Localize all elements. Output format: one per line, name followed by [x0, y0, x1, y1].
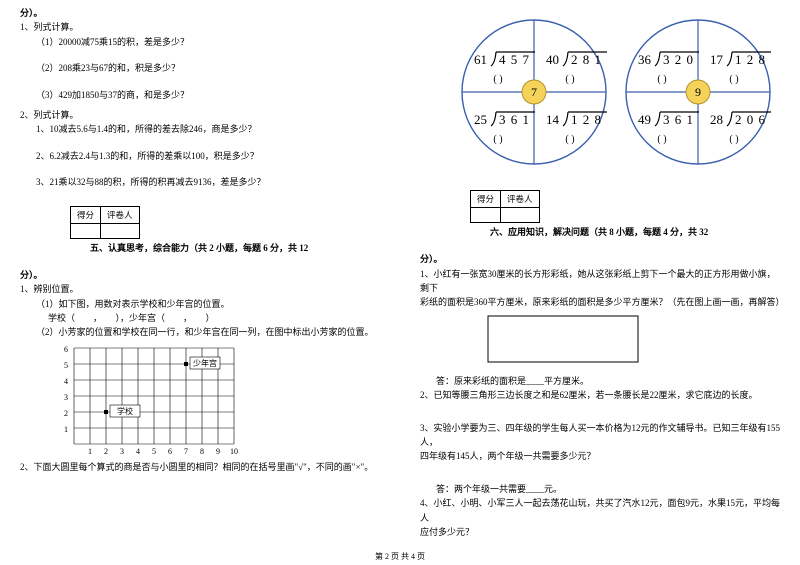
p1-head: 1、辨别位置。 — [20, 282, 382, 296]
svg-text:61: 61 — [474, 52, 487, 67]
r4-a: 4、小红、小明、小军三人一起去荡花山玩，共买了汽水12元，面包9元，水果15元，… — [420, 496, 782, 525]
q1-head: 1、列式计算。 — [20, 20, 382, 34]
svg-text:1: 1 — [88, 447, 92, 454]
svg-text:( ): ( ) — [493, 74, 502, 85]
svg-text:( ): ( ) — [565, 74, 574, 85]
score-box-5: 得分 评卷人 — [70, 206, 382, 239]
q2-3: 3、21乘以32与88的积，所得的积再减去9136，差是多少？ — [20, 175, 382, 189]
r3-ans: 答：两个年级一共需要____元。 — [420, 482, 782, 496]
svg-text:1: 1 — [64, 425, 68, 434]
svg-text:5: 5 — [64, 361, 68, 370]
svg-text:1 2 8: 1 2 8 — [735, 52, 766, 67]
svg-text:4 5 7: 4 5 7 — [499, 52, 530, 67]
page-footer: 第 2 页 共 4 页 — [0, 551, 800, 562]
svg-text:28: 28 — [710, 112, 723, 127]
section-5-title: 五、认真思考，综合能力（共 2 小题，每题 6 分，共 12 — [20, 241, 382, 256]
division-circles: 7 61 4 5 7 ( ) 40 2 8 1 ( ) 25 3 6 1 ( ) 14 1 2 8 ( … — [420, 6, 782, 186]
r1-ans: 答：原来彩纸的面积是____平方厘米。 — [420, 374, 782, 388]
r4-b: 应付多少元？ — [420, 525, 782, 539]
p1-1b: 学校（ ， ），少年宫（ ， ） — [20, 311, 382, 325]
q1-2: （2）208乘23与67的和，积是多少？ — [20, 61, 382, 75]
svg-text:学校: 学校 — [117, 406, 133, 416]
left-column: 分）。 1、列式计算。 （1）20000减75乘15的积，差是多少？ （2）20… — [0, 0, 400, 565]
svg-text:3: 3 — [64, 393, 68, 402]
rectangle-figure — [486, 314, 782, 368]
svg-text:5: 5 — [152, 447, 156, 454]
svg-text:2: 2 — [104, 447, 108, 454]
right-column: 7 61 4 5 7 ( ) 40 2 8 1 ( ) 25 3 6 1 ( ) 14 1 2 8 ( … — [400, 0, 800, 565]
svg-text:( ): ( ) — [565, 134, 574, 145]
svg-text:少年宫: 少年宫 — [193, 358, 217, 368]
grader-cell: 评卷人 — [501, 191, 540, 208]
svg-text:36: 36 — [638, 52, 652, 67]
svg-text:25: 25 — [474, 112, 487, 127]
svg-text:9: 9 — [216, 447, 220, 454]
q2-head: 2、列式计算。 — [20, 108, 382, 122]
svg-text:6: 6 — [64, 345, 68, 354]
svg-text:9: 9 — [695, 85, 701, 99]
q1-3: （3）429加1850与37的商，和是多少？ — [20, 88, 382, 102]
svg-text:7: 7 — [531, 85, 537, 99]
svg-text:3 6 1: 3 6 1 — [663, 112, 694, 127]
svg-text:( ): ( ) — [729, 134, 738, 145]
svg-text:10: 10 — [230, 447, 238, 454]
svg-text:40: 40 — [546, 52, 559, 67]
p2: 2、下面大圆里每个算式的商是否与小圆里的相同？相同的在括号里画"√"，不同的画"… — [20, 460, 382, 474]
svg-text:4: 4 — [136, 447, 140, 454]
svg-text:3: 3 — [120, 447, 124, 454]
fen-close-r: 分）。 — [420, 252, 782, 266]
svg-text:( ): ( ) — [657, 74, 666, 85]
svg-text:2: 2 — [64, 409, 68, 418]
r1-a: 1、小红有一张宽30厘米的长方形彩纸，她从这张彩纸上剪下一个最大的正方形用做小旗… — [420, 267, 782, 296]
r1-b: 彩纸的面积是360平方厘米，原来彩纸的面积是多少平方厘米？（先在图上画一画，再解… — [420, 295, 782, 309]
svg-text:2 0 6: 2 0 6 — [735, 112, 766, 127]
fen-close-2: 分）。 — [20, 268, 382, 282]
r3-a: 3、实验小学要为三、四年级的学生每人买一本价格为12元的作文辅导书。已知三年级有… — [420, 421, 782, 450]
fen-close: 分）。 — [20, 6, 382, 20]
q1-1: （1）20000减75乘15的积，差是多少？ — [20, 35, 382, 49]
svg-text:3 2 0: 3 2 0 — [663, 52, 694, 67]
r2: 2、已知等腰三角形三边长度之和是62厘米，若一条腰长是22厘米，求它底边的长度。 — [420, 388, 782, 402]
svg-text:4: 4 — [64, 377, 68, 386]
svg-text:8: 8 — [200, 447, 204, 454]
svg-text:3 6 1: 3 6 1 — [499, 112, 530, 127]
score-box-6: 得分 评卷人 — [470, 190, 782, 223]
section-6-title: 六、应用知识，解决问题（共 8 小题，每题 4 分，共 32 — [420, 225, 782, 240]
svg-text:1 2 8: 1 2 8 — [571, 112, 602, 127]
score-cell: 得分 — [71, 206, 101, 223]
score-cell: 得分 — [471, 191, 501, 208]
grader-cell: 评卷人 — [101, 206, 140, 223]
svg-text:14: 14 — [546, 112, 560, 127]
q2-1: 1、10减去5.6与1.4的和，所得的差去除246，商是多少？ — [20, 122, 382, 136]
p1-2: （2）小芳家的位置和学校在同一行，和少年宫在同一列，在图中标出小芳家的位置。 — [20, 325, 382, 339]
svg-text:( ): ( ) — [729, 74, 738, 85]
svg-text:7: 7 — [184, 447, 188, 454]
svg-text:2 8 1: 2 8 1 — [571, 52, 602, 67]
svg-text:6: 6 — [168, 447, 172, 454]
coordinate-grid: 1 2 3 4 5 6 1 2 3 4 5 6 7 8 9 10 少年宫学校 — [56, 344, 382, 454]
svg-text:( ): ( ) — [493, 134, 502, 145]
r3-b: 四年级有145人，两个年级一共需要多少元？ — [420, 449, 782, 463]
svg-text:49: 49 — [638, 112, 651, 127]
p1-1: （1）如下图，用数对表示学校和少年宫的位置。 — [20, 297, 382, 311]
svg-text:( ): ( ) — [657, 134, 666, 145]
svg-text:17: 17 — [710, 52, 724, 67]
q2-2: 2、6.2减去2.4与1.3的和，所得的差乘以100，积是多少？ — [20, 149, 382, 163]
